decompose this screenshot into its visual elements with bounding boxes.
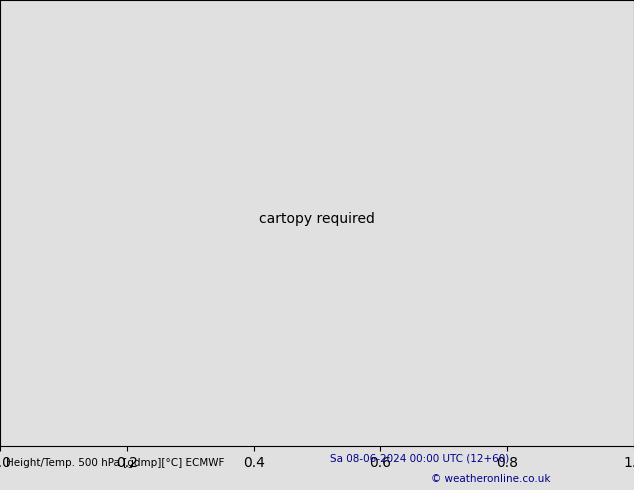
Text: cartopy required: cartopy required xyxy=(259,212,375,226)
Text: Sa 08-06-2024 00:00 UTC (12+60): Sa 08-06-2024 00:00 UTC (12+60) xyxy=(330,453,509,463)
Text: © weatheronline.co.uk: © weatheronline.co.uk xyxy=(431,474,550,484)
Text: Height/Temp. 500 hPa [gdmp][°C] ECMWF: Height/Temp. 500 hPa [gdmp][°C] ECMWF xyxy=(6,458,224,468)
